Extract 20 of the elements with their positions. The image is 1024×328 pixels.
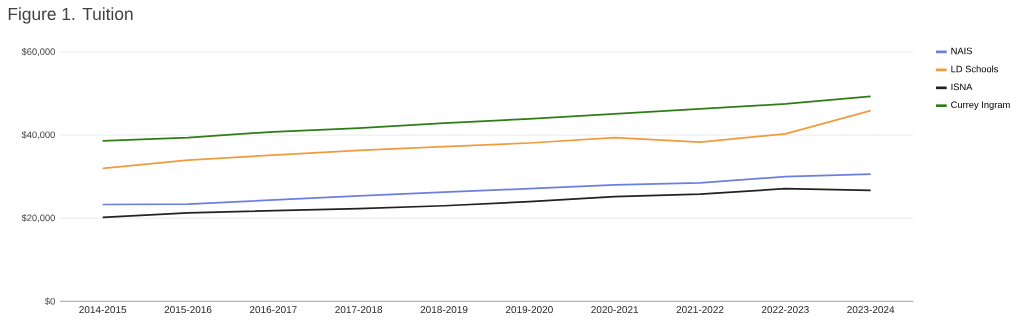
line-series	[101, 109, 872, 170]
legend-label: NAIS	[951, 47, 973, 55]
y-tick-label: $0	[45, 297, 55, 306]
y-tick-label: $20,000	[21, 214, 55, 223]
x-tick-label: 2016-2017	[249, 306, 297, 314]
x-tick-label: 2015-2016	[164, 306, 212, 314]
y-tick-label: $60,000	[21, 47, 55, 57]
legend-label: ISNA	[951, 83, 973, 91]
x-tick-label: 2021-2022	[676, 306, 724, 314]
y-tick-label: $40,000	[21, 131, 55, 140]
x-tick-label: 2022-2023	[761, 306, 809, 314]
x-tick-label: 2020-2021	[591, 306, 639, 314]
x-tick-label: 2023-2024	[847, 306, 895, 314]
chart-title: Figure 1. Tuition	[8, 7, 133, 24]
legend-label: LD Schools	[951, 65, 999, 73]
x-tick-label: 2019-2020	[505, 306, 553, 314]
x-tick-label: 2014-2015	[79, 306, 127, 314]
legend-label: Currey Ingram	[951, 101, 1010, 110]
x-tick-label: 2018-2019	[420, 306, 468, 314]
x-tick-label: 2017-2018	[335, 306, 383, 314]
